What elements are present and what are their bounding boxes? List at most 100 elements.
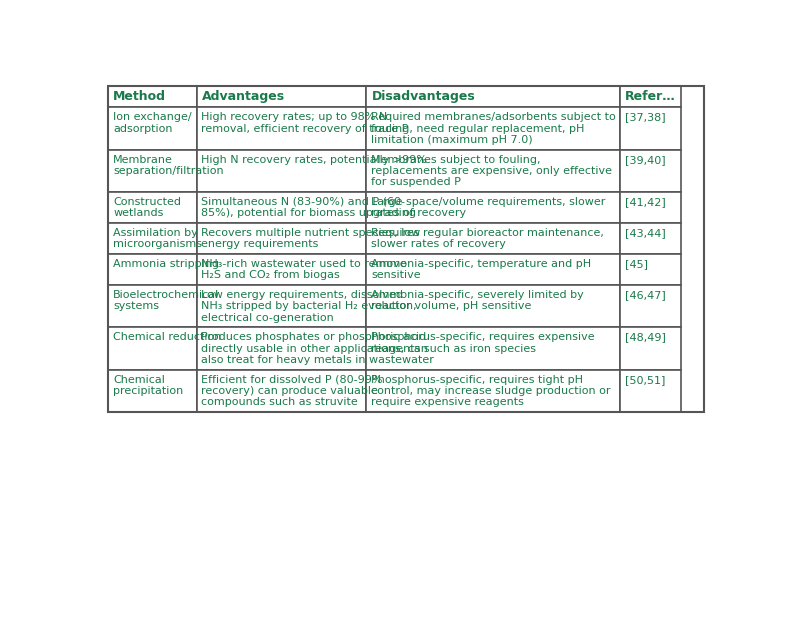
Text: High recovery rates; up to 98% N: High recovery rates; up to 98% N bbox=[201, 112, 388, 122]
Text: directly usable in other applications, can: directly usable in other applications, c… bbox=[201, 344, 428, 353]
Text: control, may increase sludge production or: control, may increase sludge production … bbox=[371, 386, 611, 396]
Text: Large space/volume requirements, slower: Large space/volume requirements, slower bbox=[371, 197, 606, 207]
Bar bbox=[197, 328, 366, 370]
Text: Simultaneous N (83-90%) and P (60-: Simultaneous N (83-90%) and P (60- bbox=[201, 197, 405, 207]
Text: reactor volume, pH sensitive: reactor volume, pH sensitive bbox=[371, 302, 532, 311]
Text: NH₃-rich wastewater used to remove: NH₃-rich wastewater used to remove bbox=[201, 259, 407, 269]
Text: microorganisms: microorganisms bbox=[113, 239, 202, 249]
Text: Ammonia-specific, temperature and pH: Ammonia-specific, temperature and pH bbox=[371, 259, 592, 269]
Bar bbox=[366, 223, 620, 254]
Bar bbox=[109, 223, 197, 254]
Text: Chemical: Chemical bbox=[113, 375, 165, 384]
Text: [46,47]: [46,47] bbox=[625, 290, 665, 300]
Bar bbox=[620, 86, 680, 108]
Text: Requires regular bioreactor maintenance,: Requires regular bioreactor maintenance, bbox=[371, 228, 604, 238]
Text: replacements are expensive, only effective: replacements are expensive, only effecti… bbox=[371, 166, 612, 176]
Bar bbox=[620, 328, 680, 370]
Bar bbox=[197, 108, 366, 150]
Bar bbox=[109, 86, 704, 412]
Text: [43,44]: [43,44] bbox=[625, 228, 665, 238]
Text: Method: Method bbox=[113, 90, 167, 103]
Text: Ammonia-specific, severely limited by: Ammonia-specific, severely limited by bbox=[371, 290, 584, 300]
Text: Efficient for dissolved P (80-99%: Efficient for dissolved P (80-99% bbox=[201, 375, 383, 384]
Bar bbox=[366, 254, 620, 285]
Text: removal, efficient recovery of trace P: removal, efficient recovery of trace P bbox=[201, 124, 409, 133]
Bar bbox=[109, 192, 197, 223]
Text: also treat for heavy metals in wastewater: also treat for heavy metals in wastewate… bbox=[201, 355, 435, 365]
Text: separation/filtration: separation/filtration bbox=[113, 166, 224, 176]
Text: High N recovery rates, potentially >99%: High N recovery rates, potentially >99% bbox=[201, 154, 427, 164]
Text: Disadvantages: Disadvantages bbox=[371, 90, 475, 103]
Bar bbox=[366, 370, 620, 412]
Bar bbox=[197, 254, 366, 285]
Text: for suspended P: for suspended P bbox=[371, 177, 462, 187]
Bar bbox=[620, 370, 680, 412]
Text: recovery) can produce valuable: recovery) can produce valuable bbox=[201, 386, 378, 396]
Bar bbox=[109, 328, 197, 370]
Text: [37,38]: [37,38] bbox=[625, 112, 665, 122]
Bar bbox=[109, 150, 197, 192]
Bar bbox=[366, 108, 620, 150]
Text: systems: systems bbox=[113, 302, 159, 311]
Text: NH₃ stripped by bacterial H₂ evolution,: NH₃ stripped by bacterial H₂ evolution, bbox=[201, 302, 417, 311]
Text: electrical co-generation: electrical co-generation bbox=[201, 313, 334, 323]
Bar bbox=[620, 108, 680, 150]
Text: require expensive reagents: require expensive reagents bbox=[371, 397, 524, 407]
Text: Required membranes/adsorbents subject to: Required membranes/adsorbents subject to bbox=[371, 112, 616, 122]
Bar bbox=[620, 192, 680, 223]
Text: Advantages: Advantages bbox=[201, 90, 285, 103]
Text: precipitation: precipitation bbox=[113, 386, 183, 396]
Bar bbox=[109, 254, 197, 285]
Text: Produces phosphates or phosphoric acid: Produces phosphates or phosphoric acid bbox=[201, 332, 427, 342]
Bar bbox=[366, 328, 620, 370]
Bar bbox=[197, 285, 366, 328]
Text: wetlands: wetlands bbox=[113, 208, 163, 218]
Text: sensitive: sensitive bbox=[371, 270, 421, 281]
Text: [45]: [45] bbox=[625, 259, 648, 269]
Text: Chemical reduction: Chemical reduction bbox=[113, 332, 221, 342]
Text: Constructed: Constructed bbox=[113, 197, 182, 207]
Bar bbox=[620, 285, 680, 328]
Text: Phosphorus-specific, requires expensive: Phosphorus-specific, requires expensive bbox=[371, 332, 595, 342]
Bar bbox=[620, 150, 680, 192]
Text: adsorption: adsorption bbox=[113, 124, 173, 133]
Bar bbox=[366, 192, 620, 223]
Text: [39,40]: [39,40] bbox=[625, 154, 665, 164]
Bar bbox=[109, 285, 197, 328]
Text: Membrane: Membrane bbox=[113, 154, 173, 164]
Bar bbox=[366, 285, 620, 328]
Bar bbox=[197, 192, 366, 223]
Text: [41,42]: [41,42] bbox=[625, 197, 665, 207]
Text: Ammonia stripping: Ammonia stripping bbox=[113, 259, 219, 269]
Bar bbox=[620, 223, 680, 254]
Text: energy requirements: energy requirements bbox=[201, 239, 319, 249]
Text: [48,49]: [48,49] bbox=[625, 332, 665, 342]
Text: fouling, need regular replacement, pH: fouling, need regular replacement, pH bbox=[371, 124, 584, 133]
Text: Recovers multiple nutrient species, low: Recovers multiple nutrient species, low bbox=[201, 228, 421, 238]
Text: limitation (maximum pH 7.0): limitation (maximum pH 7.0) bbox=[371, 135, 533, 145]
Text: 85%), potential for biomass upgrading: 85%), potential for biomass upgrading bbox=[201, 208, 416, 218]
Bar bbox=[197, 86, 366, 108]
Bar bbox=[109, 370, 197, 412]
Text: slower rates of recovery: slower rates of recovery bbox=[371, 239, 506, 249]
Bar bbox=[197, 223, 366, 254]
Text: Bioelectrochemical: Bioelectrochemical bbox=[113, 290, 220, 300]
Bar bbox=[366, 150, 620, 192]
Text: compounds such as struvite: compounds such as struvite bbox=[201, 397, 358, 407]
Text: H₂S and CO₂ from biogas: H₂S and CO₂ from biogas bbox=[201, 270, 340, 281]
Bar bbox=[109, 108, 197, 150]
Bar bbox=[620, 254, 680, 285]
Text: Phosphorus-specific, requires tight pH: Phosphorus-specific, requires tight pH bbox=[371, 375, 584, 384]
Text: Membranes subject to fouling,: Membranes subject to fouling, bbox=[371, 154, 541, 164]
Text: Assimilation by: Assimilation by bbox=[113, 228, 198, 238]
Bar bbox=[109, 86, 197, 108]
Text: [50,51]: [50,51] bbox=[625, 375, 665, 384]
Text: reagents such as iron species: reagents such as iron species bbox=[371, 344, 536, 353]
Text: Low energy requirements, dissolved: Low energy requirements, dissolved bbox=[201, 290, 404, 300]
Text: Ion exchange/: Ion exchange/ bbox=[113, 112, 192, 122]
Text: Refer…: Refer… bbox=[625, 90, 676, 103]
Bar bbox=[366, 86, 620, 108]
Bar bbox=[197, 150, 366, 192]
Text: rates of recovery: rates of recovery bbox=[371, 208, 466, 218]
Bar bbox=[197, 370, 366, 412]
